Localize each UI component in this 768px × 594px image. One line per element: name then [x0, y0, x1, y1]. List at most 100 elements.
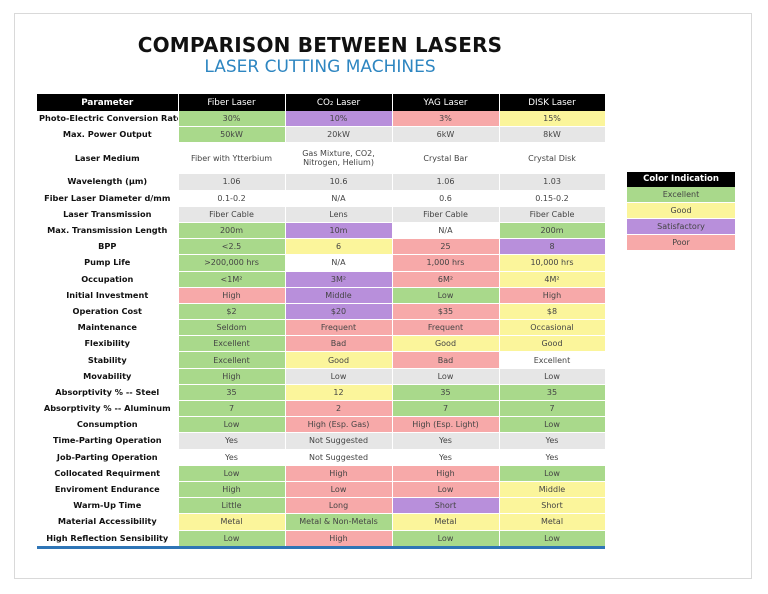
table-cell: 3M² — [285, 271, 393, 288]
table-row: Stability Excellent Good Bad Excellent — [37, 351, 606, 369]
legend-item-satisfactory: Satisfactory — [627, 219, 735, 235]
table-cell: Bad — [392, 351, 500, 369]
table-cell: Excellent — [178, 335, 286, 353]
table-cell: 10,000 hrs — [499, 254, 606, 272]
table-cell: Not Suggested — [285, 449, 393, 466]
table-cell: Yes — [392, 449, 500, 466]
legend-item-poor: Poor — [627, 235, 735, 251]
table-cell: 7 — [178, 400, 286, 418]
table-cell: Low — [392, 481, 500, 499]
table-cell: 1.03 — [499, 173, 606, 191]
table-cell: 8kW — [499, 126, 606, 144]
table-cell: Low — [392, 530, 500, 547]
table-cell: N/A — [392, 222, 500, 240]
table-cell: 35 — [392, 384, 500, 402]
table-cell: High — [178, 287, 286, 304]
table-cell: Middle — [285, 287, 393, 304]
table-cell: 10.6 — [285, 173, 393, 191]
table-cell: Good — [392, 335, 500, 353]
table-cell: 2 — [285, 400, 393, 418]
table-cell: Yes — [392, 432, 500, 450]
table-cell: 6kW — [392, 126, 500, 144]
parameter-label: Job-Parting Operation — [37, 449, 179, 466]
table-cell: Yes — [178, 449, 286, 466]
table-cell: Good — [499, 335, 606, 353]
table-cell: 20kW — [285, 126, 393, 144]
parameter-label: Fiber Laser Diameter d/mm — [37, 190, 179, 207]
parameter-label: Laser Medium — [37, 142, 179, 175]
table-cell: Frequent — [392, 319, 500, 337]
table-cell: 7 — [499, 400, 606, 418]
table-cell: Low — [392, 287, 500, 304]
parameter-label: Operation Cost — [37, 303, 179, 321]
table-row: Photo-Electric Conversion Rate 30% 10% 3% 15… — [37, 111, 606, 128]
table-cell: Not Suggested — [285, 432, 393, 450]
table-cell: Low — [178, 530, 286, 547]
table-cell: N/A — [285, 254, 393, 272]
table-cell: 1.06 — [178, 173, 286, 191]
table-row: Material Accessibility Metal Metal & Non-M… — [37, 513, 606, 531]
table-cell: Occasional — [499, 319, 606, 337]
table-cell: 10m — [285, 222, 393, 240]
page-title: COMPARISON BETWEEN LASERS — [137, 33, 503, 57]
parameter-label: Movability — [37, 368, 179, 385]
table-row: Pump Life >200,000 hrs N/A 1,000 hrs 10,000 … — [37, 254, 606, 272]
table-cell: Gas Mixture, CO2, Nitrogen, Helium) — [285, 142, 393, 175]
table-row: Time-Parting Operation Yes Not Suggested Ye… — [37, 432, 606, 450]
table-cell: 1,000 hrs — [392, 254, 500, 272]
table-cell: $2 — [178, 303, 286, 321]
table-cell: Good — [285, 351, 393, 369]
table-cell: High — [499, 287, 606, 304]
parameter-label: Warm-Up Time — [37, 497, 179, 515]
table-cell: 0.6 — [392, 190, 500, 207]
table-row: Max. Transmission Length 200m 10m N/A 200m — [37, 222, 606, 240]
table-row: High Reflection Sensibility Low High Low Low — [37, 530, 606, 547]
table-row: Flexibility Excellent Bad Good Good — [37, 335, 606, 353]
table-cell: 30% — [178, 111, 286, 128]
table-row: Movability High Low Low Low — [37, 368, 606, 385]
parameter-label: Wavelength (µm) — [37, 173, 179, 191]
comparison-table: Parameter Fiber Laser CO₂ Laser YAG Lase… — [37, 94, 606, 547]
table-cell: Yes — [499, 432, 606, 450]
table-row: Warm-Up Time Little Long Short Short — [37, 497, 606, 515]
table-cell: 6 — [285, 238, 393, 256]
table-cell: $20 — [285, 303, 393, 321]
table-cell: 0.15-0.2 — [499, 190, 606, 207]
table-cell: 50kW — [178, 126, 286, 144]
page-subtitle: LASER CUTTING MACHINES — [204, 57, 436, 77]
table-cell: High (Esp. Gas) — [285, 416, 393, 434]
parameter-label: Max. Power Output — [37, 126, 179, 144]
table-row: Maintenance Seldom Frequent Frequent Occasio… — [37, 319, 606, 337]
table-cell: Low — [499, 465, 606, 482]
table-row: Enviroment Endurance High Low Low Middle — [37, 481, 606, 499]
table-cell: Crystal Bar — [392, 142, 500, 175]
table-row: Consumption Low High (Esp. Gas) High (Esp. … — [37, 416, 606, 434]
table-cell: Metal — [178, 513, 286, 531]
table-cell: Low — [392, 368, 500, 385]
table-cell: Yes — [499, 449, 606, 466]
table-cell: <1M² — [178, 271, 286, 288]
table-cell: Little — [178, 497, 286, 515]
legend-item-excellent: Excellent — [627, 187, 735, 203]
table-cell: High — [178, 368, 286, 385]
table-cell: Fiber Cable — [392, 206, 500, 223]
table-header-row: Parameter Fiber Laser CO₂ Laser YAG Lase… — [37, 94, 606, 111]
table-cell: $35 — [392, 303, 500, 321]
table-cell: 3% — [392, 111, 500, 128]
table-cell: Lens — [285, 206, 393, 223]
table-cell: Seldom — [178, 319, 286, 337]
legend-title: Color Indication — [627, 172, 735, 187]
table-cell: <2.5 — [178, 238, 286, 256]
table-cell: N/A — [285, 190, 393, 207]
table-cell: Low — [499, 416, 606, 434]
table-row: Initial Investment High Middle Low High — [37, 287, 606, 304]
table-cell: Low — [285, 368, 393, 385]
table-cell: Short — [392, 497, 500, 515]
parameter-label: Occupation — [37, 271, 179, 288]
table-cell: Metal & Non-Metals — [285, 513, 393, 531]
table-cell: Short — [499, 497, 606, 515]
color-legend: Color Indication Excellent Good Satisfacto… — [627, 172, 735, 251]
parameter-label: Max. Transmission Length — [37, 222, 179, 240]
table-cell: Low — [499, 530, 606, 547]
table-cell: Low — [285, 481, 393, 499]
